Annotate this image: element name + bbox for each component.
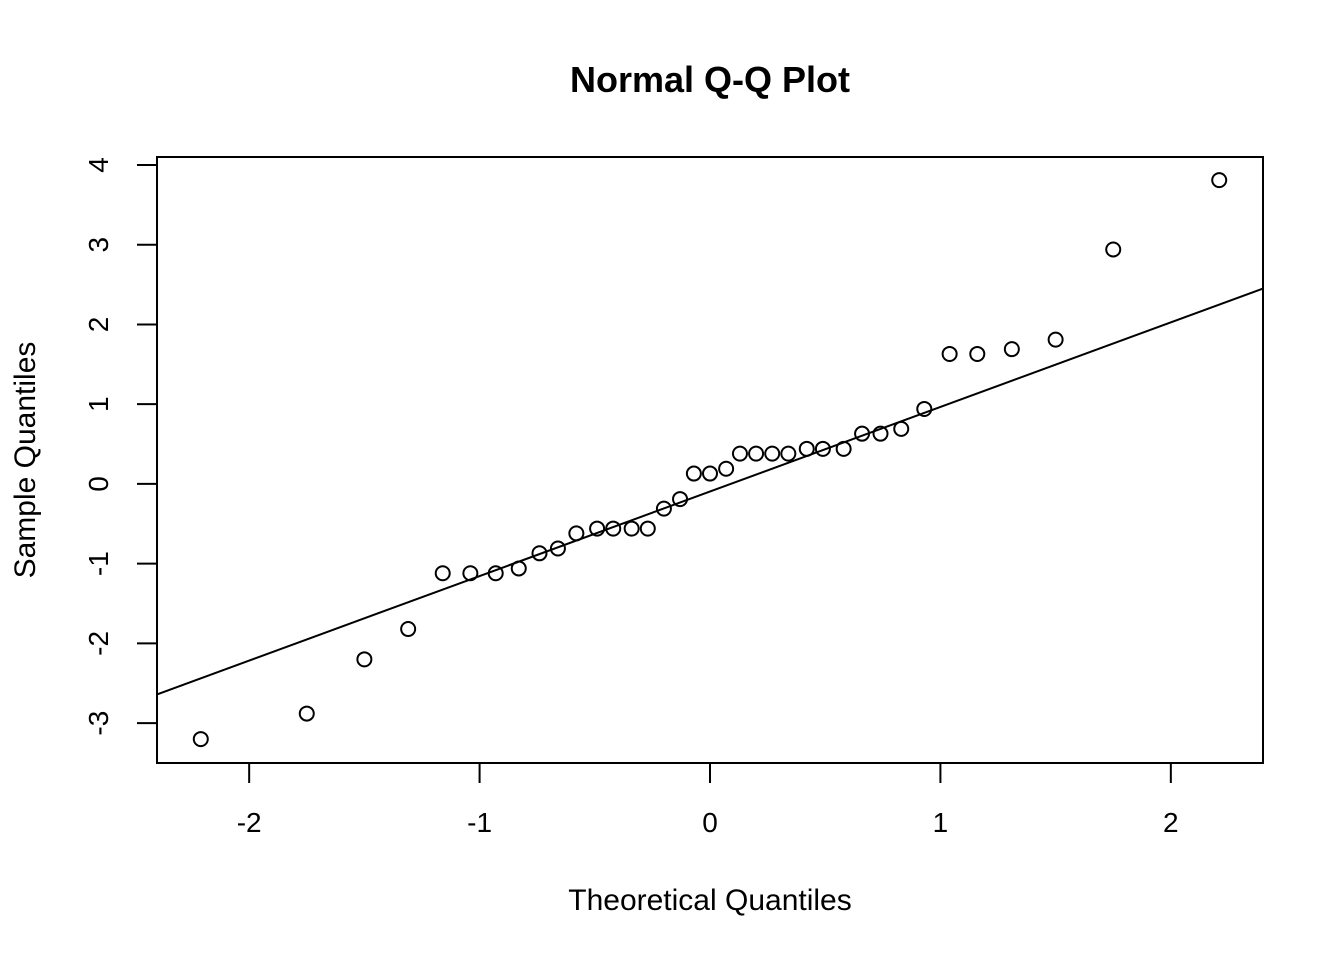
y-axis: -3 -2 -1 0 1 2 3 4: [83, 157, 158, 736]
data-point: [487, 565, 504, 582]
data-point: [780, 445, 797, 462]
data-point: [298, 705, 315, 722]
x-tick-label: -2: [237, 807, 262, 838]
y-tick-label: 4: [83, 157, 114, 173]
y-tick-label: -3: [83, 711, 114, 736]
y-tick-label: -2: [83, 631, 114, 656]
data-point: [702, 465, 718, 482]
data-point: [941, 345, 958, 362]
data-point: [356, 651, 373, 668]
data-point: [549, 540, 566, 557]
data-point: [814, 440, 831, 457]
data-point: [655, 500, 672, 517]
y-tick-label: 0: [83, 476, 114, 492]
data-point: [531, 545, 548, 562]
data-point: [639, 520, 656, 537]
data-point: [764, 445, 781, 462]
data-point: [798, 440, 815, 457]
plot-frame: [156, 156, 1264, 764]
y-tick-label: 1: [83, 396, 114, 412]
data-point: [510, 560, 527, 577]
y-axis-label: Sample Quantiles: [9, 342, 42, 579]
data-point: [969, 345, 986, 362]
data-point: [192, 731, 209, 748]
data-point: [916, 400, 933, 417]
data-point: [623, 520, 640, 537]
data-point: [1211, 172, 1228, 189]
data-point: [854, 425, 871, 442]
x-axis: -2 -1 0 1 2: [237, 762, 1179, 838]
data-point: [605, 520, 622, 537]
data-point: [1105, 241, 1122, 258]
x-tick-label: 1: [933, 807, 949, 838]
data-point: [718, 460, 735, 477]
data-point: [893, 420, 910, 437]
data-point: [434, 565, 451, 582]
x-tick-label: -1: [467, 807, 492, 838]
data-point: [568, 525, 585, 542]
data-point: [672, 491, 689, 508]
data-points: [192, 172, 1228, 748]
qq-reference-line: [156, 287, 1264, 696]
data-point: [1047, 331, 1064, 348]
chart-title: Normal Q-Q Plot: [570, 59, 850, 100]
y-tick-label: 2: [83, 317, 114, 333]
reference-line-group: [156, 287, 1264, 696]
y-tick-label: -1: [83, 551, 114, 576]
data-point: [1003, 341, 1020, 358]
data-point: [400, 621, 417, 638]
data-point: [872, 425, 889, 442]
data-point: [835, 440, 852, 457]
x-tick-label: 0: [702, 807, 718, 838]
x-tick-label: 2: [1163, 807, 1179, 838]
y-tick-label: 3: [83, 237, 114, 253]
data-point: [685, 465, 702, 482]
x-axis-label: Theoretical Quantiles: [568, 884, 851, 917]
data-point: [731, 445, 748, 462]
data-point: [748, 445, 765, 462]
data-point: [462, 565, 479, 582]
data-point: [589, 520, 606, 537]
